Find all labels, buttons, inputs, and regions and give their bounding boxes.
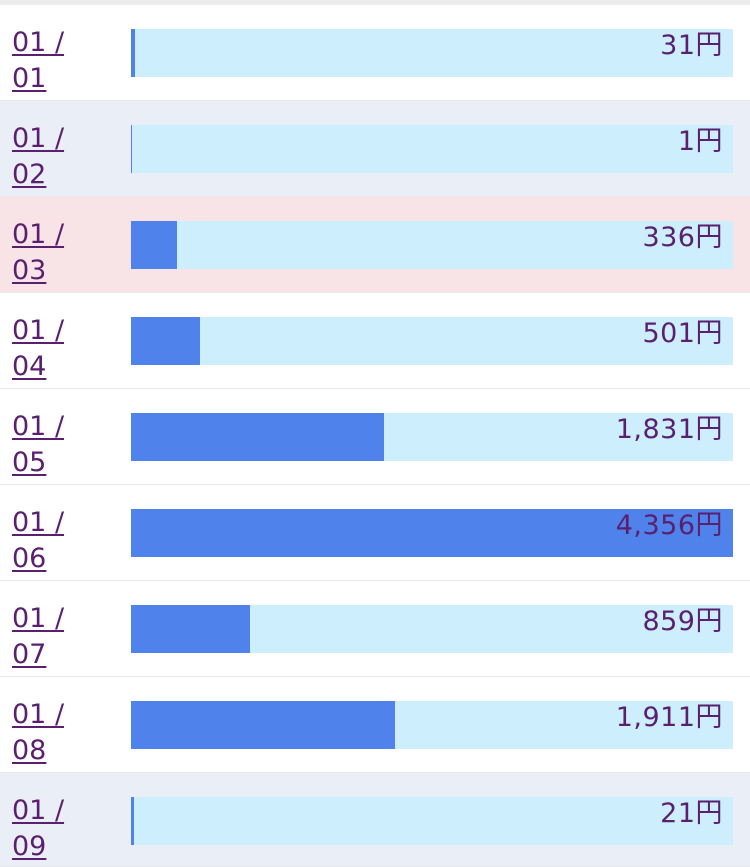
day-row-05: 01 / 05 1,831円 [0,389,750,485]
amount-bar-fill [131,29,136,77]
date-month-label: 01 / [12,699,65,730]
amount-bar-track: 1,911円 [131,701,733,749]
date-day-label: 05 [12,447,47,478]
amount-bar-fill [131,701,396,749]
amount-label: 1円 [677,126,723,157]
amount-label: 859円 [642,606,723,637]
amount-bar-track: 31円 [131,29,733,77]
date-day-label: 01 [12,63,47,94]
amount-bar-track: 501円 [131,317,733,365]
day-row-01: 01 / 01 31円 [0,5,750,101]
date-link[interactable]: 01 / 03 [12,217,92,289]
amount-bar-fill [131,797,134,845]
date-month-label: 01 / [12,315,65,346]
date-link[interactable]: 01 / 04 [12,313,92,385]
amount-bar-track: 1円 [131,125,733,173]
date-day-label: 04 [12,351,47,382]
amount-bar-track: 336円 [131,221,733,269]
amount-bar-fill [131,221,178,269]
date-link[interactable]: 01 / 01 [12,25,92,97]
date-day-label: 02 [12,159,47,190]
day-row-09: 01 / 09 21円 [0,773,750,867]
amount-bar-fill [131,605,250,653]
date-month-label: 01 / [12,123,65,154]
date-link[interactable]: 01 / 08 [12,697,92,769]
date-month-label: 01 / [12,411,65,442]
date-month-label: 01 / [12,27,65,58]
date-month-label: 01 / [12,795,65,826]
date-day-label: 08 [12,735,47,766]
amount-bar-track: 21円 [131,797,733,845]
amount-bar-fill [131,317,201,365]
date-month-label: 01 / [12,603,65,634]
amount-label: 1,911円 [615,702,723,733]
date-link[interactable]: 01 / 09 [12,793,92,865]
date-link[interactable]: 01 / 02 [12,121,92,193]
amount-label: 21円 [660,798,723,829]
date-month-label: 01 / [12,219,65,250]
date-day-label: 09 [12,831,47,862]
amount-bar-fill [131,413,385,461]
top-divider [0,0,750,5]
date-link[interactable]: 01 / 06 [12,505,92,577]
date-day-label: 06 [12,543,47,574]
day-row-03: 01 / 03 336円 [0,197,750,293]
amount-bar-track: 1,831円 [131,413,733,461]
date-link[interactable]: 01 / 07 [12,601,92,673]
amount-label: 336円 [642,222,723,253]
day-row-02: 01 / 02 1円 [0,101,750,197]
amount-bar-track: 859円 [131,605,733,653]
date-month-label: 01 / [12,507,65,538]
amount-label: 4,356円 [615,510,723,541]
day-row-07: 01 / 07 859円 [0,581,750,677]
amount-label: 1,831円 [615,414,723,445]
amount-label: 31円 [660,30,723,61]
day-row-08: 01 / 08 1,911円 [0,677,750,773]
date-day-label: 03 [12,255,47,286]
amount-bar-fill [131,509,733,557]
amount-bar-track: 4,356円 [131,509,733,557]
date-link[interactable]: 01 / 05 [12,409,92,481]
day-row-06: 01 / 06 4,356円 [0,485,750,581]
day-row-04: 01 / 04 501円 [0,293,750,389]
date-day-label: 07 [12,639,47,670]
amount-label: 501円 [642,318,723,349]
